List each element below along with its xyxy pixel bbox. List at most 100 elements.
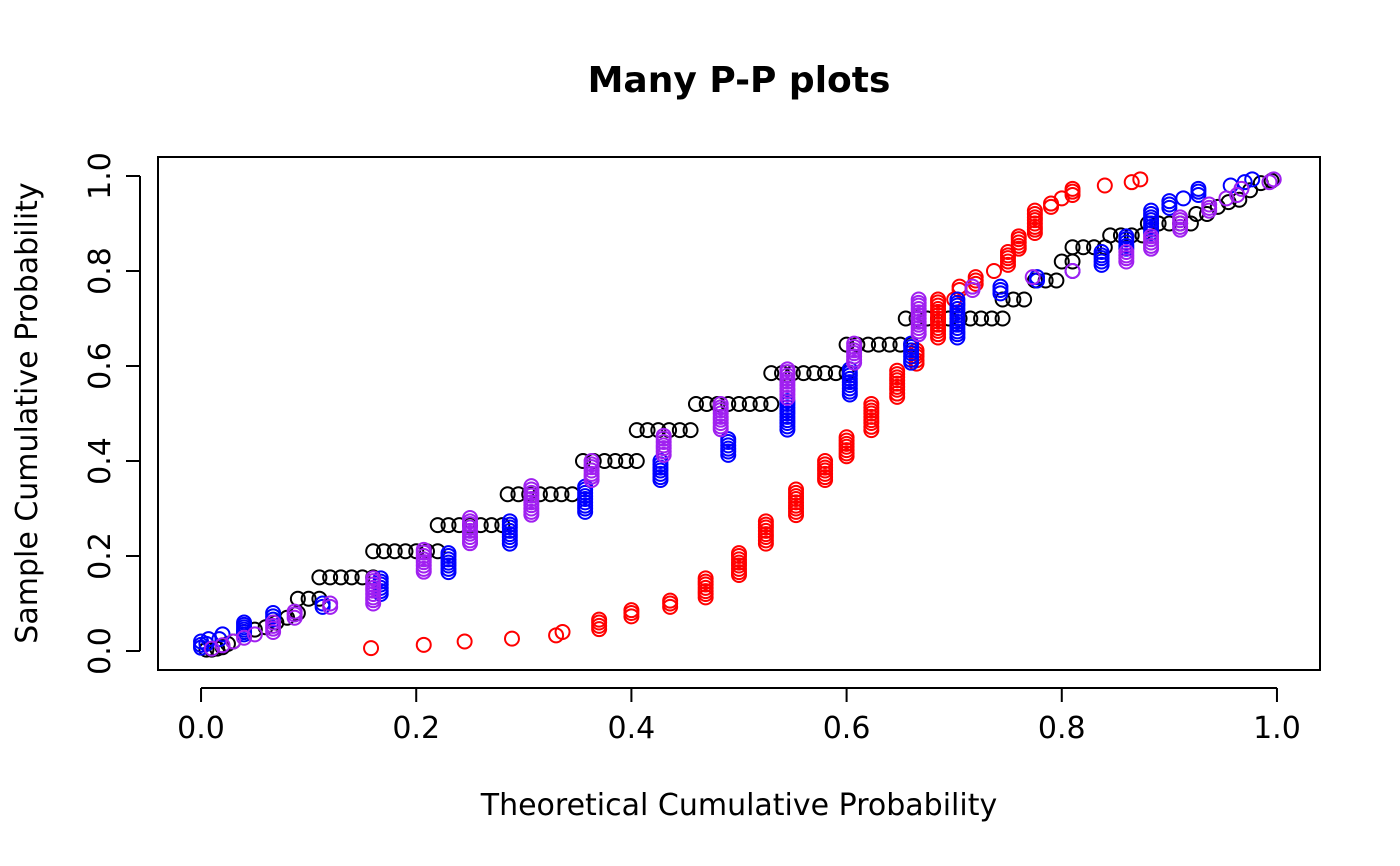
data-point xyxy=(1118,244,1135,260)
x-axis: 0.0 0.2 0.4 0.6 0.8 1.0 xyxy=(177,687,1301,746)
data-point xyxy=(763,365,780,382)
data-point xyxy=(1064,239,1081,256)
data-point xyxy=(1016,291,1033,308)
data-point xyxy=(662,592,679,609)
data-point xyxy=(1172,209,1189,226)
data-point xyxy=(553,486,570,503)
data-point xyxy=(1024,269,1041,286)
series-1 xyxy=(363,171,1149,657)
data-point xyxy=(992,278,1009,295)
data-point xyxy=(554,624,571,640)
data-point xyxy=(1263,172,1280,189)
data-point xyxy=(817,453,834,469)
data-point xyxy=(1093,244,1110,260)
data-point xyxy=(354,569,371,586)
data-point xyxy=(985,263,1002,279)
data-point xyxy=(607,453,624,469)
data-point xyxy=(322,569,339,586)
data-point xyxy=(462,510,479,526)
data-point xyxy=(311,569,328,586)
data-point xyxy=(1143,228,1160,245)
data-point xyxy=(314,595,331,612)
data-point xyxy=(1233,180,1250,197)
data-point xyxy=(846,335,863,352)
data-point xyxy=(415,541,432,558)
data-point xyxy=(817,365,834,382)
data-point xyxy=(655,427,672,444)
data-point xyxy=(687,396,704,412)
x-tick-label: 0.4 xyxy=(608,711,656,746)
data-point xyxy=(203,640,220,657)
data-point xyxy=(1064,180,1081,197)
plot-frame xyxy=(157,156,1321,671)
data-point xyxy=(363,640,380,657)
data-point xyxy=(628,422,645,439)
data-point xyxy=(503,630,520,647)
data-point xyxy=(1005,291,1022,308)
data-point xyxy=(1118,228,1135,245)
data-point xyxy=(731,545,747,562)
data-point xyxy=(639,422,656,439)
data-point xyxy=(788,481,805,498)
data-point xyxy=(618,453,635,469)
data-point xyxy=(1096,177,1113,194)
data-point xyxy=(1143,202,1160,219)
data-point xyxy=(1132,171,1149,188)
data-point xyxy=(415,636,432,653)
data-point xyxy=(501,513,518,530)
series-3 xyxy=(203,171,1282,657)
data-point xyxy=(949,291,966,308)
y-axis: 0.0 0.2 0.4 0.6 0.8 1.0 xyxy=(83,152,141,675)
y-tick-label: 1.0 xyxy=(83,152,118,200)
data-point xyxy=(523,478,540,495)
data-point xyxy=(994,310,1011,327)
data-point xyxy=(628,453,645,469)
data-point xyxy=(343,569,360,586)
data-point xyxy=(752,396,769,412)
data-point xyxy=(712,396,729,412)
data-point xyxy=(483,517,500,534)
x-tick-label: 0.8 xyxy=(1038,711,1086,746)
x-tick-label: 1.0 xyxy=(1253,711,1301,746)
data-point xyxy=(1190,180,1207,197)
data-point xyxy=(440,517,457,534)
data-point xyxy=(1161,196,1178,213)
data-point xyxy=(806,365,823,382)
data-point xyxy=(910,291,927,308)
data-point xyxy=(623,602,640,619)
y-tick-label: 0.4 xyxy=(83,437,118,485)
data-point xyxy=(456,633,473,650)
data-point xyxy=(1244,171,1261,188)
data-point xyxy=(951,278,968,295)
data-point xyxy=(1218,190,1235,207)
data-point xyxy=(1123,174,1140,191)
data-point xyxy=(697,570,714,587)
data-point xyxy=(763,396,780,412)
data-point xyxy=(564,486,581,503)
data-point xyxy=(1029,269,1046,286)
data-point xyxy=(386,543,403,560)
data-point xyxy=(779,361,796,378)
y-tick-label: 0.6 xyxy=(83,342,118,390)
data-point xyxy=(1048,272,1065,289)
data-point xyxy=(870,336,887,353)
y-tick-label: 0.2 xyxy=(83,532,118,580)
data-point xyxy=(365,570,382,587)
data-point xyxy=(795,365,812,382)
data-point xyxy=(236,614,253,631)
data-point xyxy=(542,486,559,503)
data-point xyxy=(286,603,303,620)
data-point xyxy=(225,633,242,650)
data-point xyxy=(720,431,737,448)
x-tick-label: 0.0 xyxy=(177,711,225,746)
data-point xyxy=(838,429,855,446)
data-point xyxy=(930,291,947,308)
data-point xyxy=(236,629,253,646)
data-point xyxy=(881,336,898,353)
data-point xyxy=(591,611,608,628)
data-point xyxy=(1175,190,1192,207)
data-point xyxy=(1201,196,1218,213)
data-point xyxy=(1261,174,1278,191)
data-point xyxy=(992,282,1009,298)
